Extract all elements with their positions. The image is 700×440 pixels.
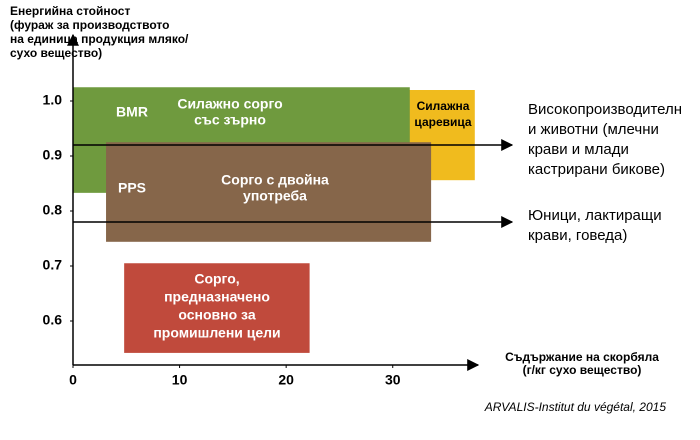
x-tick-label: 30 bbox=[385, 372, 401, 388]
arrow-label: Юници, лактиращи bbox=[528, 207, 662, 224]
arrow-label: крави, говеда) bbox=[528, 227, 627, 244]
box-label: промишлени цели bbox=[153, 325, 280, 341]
y-axis-title: (фураж за производството bbox=[10, 18, 169, 32]
arrow-label: крави и млади bbox=[528, 141, 629, 158]
x-axis-title: Съдържание на скорбяла bbox=[505, 350, 659, 364]
box-label: употреба bbox=[243, 188, 307, 204]
y-tick-label: 0.6 bbox=[43, 312, 63, 328]
range-box bbox=[106, 142, 432, 242]
arrow-label: кастрирани бикове) bbox=[528, 161, 665, 178]
box-label: Силажно сорго bbox=[177, 96, 282, 112]
range-box bbox=[124, 263, 310, 353]
box-label: основно за bbox=[178, 307, 255, 323]
box-label: PPS bbox=[118, 180, 146, 196]
y-tick-label: 1.0 bbox=[43, 92, 63, 108]
y-axis-title: сухо вещество) bbox=[10, 46, 102, 60]
arrow-label: Високопроизводителн bbox=[528, 101, 682, 118]
arrow-label: и животни (млечни bbox=[528, 121, 659, 138]
y-axis-title: Енергийна стойност bbox=[10, 4, 130, 18]
y-tick-label: 0.8 bbox=[43, 202, 63, 218]
box-label: Сорго, bbox=[194, 271, 239, 287]
box-label: предназначено bbox=[164, 289, 270, 305]
y-tick-label: 0.9 bbox=[43, 147, 63, 163]
box-label: Силажна bbox=[417, 99, 470, 113]
source: ARVALIS-Institut du végétal, 2015 bbox=[484, 400, 667, 414]
x-axis-title: (г/кг сухо вещество) bbox=[523, 363, 642, 377]
box-label: Сорго с двойна bbox=[221, 172, 329, 188]
x-tick-label: 0 bbox=[69, 372, 77, 388]
x-tick-label: 10 bbox=[172, 372, 188, 388]
box-label: със зърно bbox=[194, 112, 266, 128]
x-tick-label: 20 bbox=[278, 372, 294, 388]
box-label: BMR bbox=[116, 104, 148, 120]
y-axis-title: на единица продукция мляко/ bbox=[10, 32, 189, 46]
box-label: царевица bbox=[414, 115, 471, 129]
y-tick-label: 0.7 bbox=[43, 257, 63, 273]
